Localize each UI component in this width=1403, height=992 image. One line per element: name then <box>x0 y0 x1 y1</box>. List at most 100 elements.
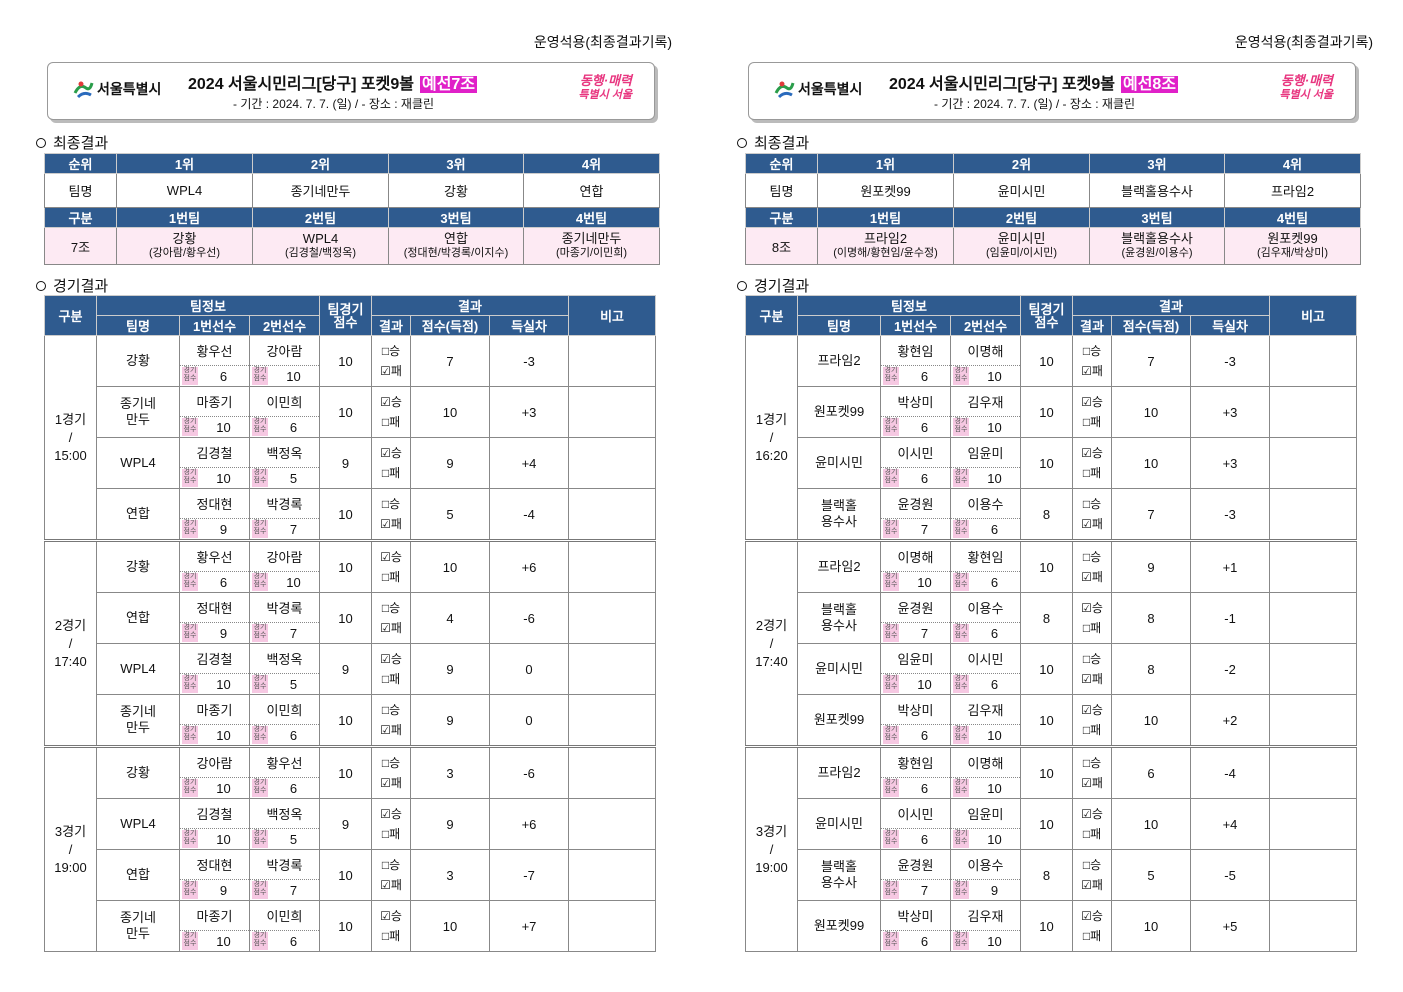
player-cell: 박상미 경기 점수 6 <box>880 694 951 747</box>
win-box: ☑승 <box>380 395 402 409</box>
diff: -5 <box>1189 849 1271 901</box>
score-tag: 경기 점수 <box>883 830 899 848</box>
remark <box>568 335 657 387</box>
header-cell: 4위 <box>523 153 660 174</box>
game-row: 3경기 / 19:00 프라임2 황현임 경기 점수 6 이명해 경기 점수 10 10 □승 ☑패… <box>745 745 1358 952</box>
player-points: 6 <box>920 419 929 435</box>
win-box: ☑승 <box>380 446 402 460</box>
player-cell: 황현임 경기 점수 6 <box>880 335 951 387</box>
header-cell: 비고 <box>1269 295 1358 336</box>
remark <box>1269 745 1358 799</box>
player-score: 경기 점수 5 <box>250 467 319 488</box>
diff: -4 <box>1189 745 1271 799</box>
title-text: 2024 서울시민리그[당구] 포켓9볼 <box>889 76 1115 93</box>
player-points: 5 <box>289 831 298 847</box>
loss-box: ☑패 <box>380 723 402 737</box>
player-points: 6 <box>920 727 929 743</box>
player: 이시민 경기 점수 6 <box>951 644 1020 694</box>
player-name: 황현임 <box>967 550 1004 565</box>
section-heading: 경기결과 <box>36 275 108 296</box>
win-box: ☑승 <box>1081 395 1103 409</box>
header-cell: 1위 <box>116 153 253 174</box>
player-score: 경기 점수 9 <box>180 879 249 900</box>
player-score: 경기 점수 7 <box>250 622 319 643</box>
note: 운영석용(최종결과기록) <box>1234 34 1373 50</box>
player: 김경철 경기 점수 10 <box>180 438 249 488</box>
remark <box>1269 849 1358 901</box>
player-score: 경기 점수 5 <box>250 673 319 694</box>
player-score: 경기 점수 10 <box>180 673 249 694</box>
player: 황현임 경기 점수 6 <box>951 542 1020 592</box>
player: 김우재 경기 점수 10 <box>951 901 1020 951</box>
player: 마종기 경기 점수 10 <box>180 901 249 951</box>
win-box: ☑승 <box>1081 601 1103 615</box>
team-name: 프라임2 <box>863 231 908 246</box>
game-row: WPL4 김경철 경기 점수 10 백정옥 경기 점수 5 9 ☑승 □패 9 +6 <box>45 798 657 850</box>
player-score: 경기 점수 7 <box>250 518 319 539</box>
team-score: 8 <box>1020 592 1073 644</box>
round-cell: 2경기 / 17:40 <box>745 539 798 747</box>
player-points: 9 <box>219 521 228 537</box>
player-points: 10 <box>216 831 231 847</box>
team-row: 8조 프라임2 (이명해/황현임/윤수정) 윤미시민 (임윤미/이시민) 블랙홀용수사 (윤… <box>745 227 1361 265</box>
panel: 운영석용(최종결과기록) 서울특별시 2024 서울시민리그[당구] 포켓9볼 예선7… <box>36 0 672 992</box>
result: ☑승 □패 <box>1072 900 1112 952</box>
player-cell: 박경록 경기 점수 7 <box>249 488 320 541</box>
score-tag: 경기 점수 <box>252 779 268 797</box>
game-row: 원포켓99 박상미 경기 점수 6 김우재 경기 점수 10 10 ☑승 □패 10 +2 <box>746 694 1358 747</box>
player-name: 백정옥 <box>266 807 303 822</box>
player-name: 김경철 <box>196 652 233 667</box>
match-header: 구분 팀정보 팀경기 점수 결과 비고 <box>745 295 1358 336</box>
header-cell: 점수(득점) <box>410 315 490 336</box>
score: 9 <box>1111 539 1191 593</box>
remark <box>1269 643 1358 695</box>
team-name: 연합 <box>96 592 180 644</box>
game-row: 블랙홀 용수사 윤경원 경기 점수 7 이용수 경기 점수 6 8 ☑승 □패 8 -1 <box>746 592 1358 644</box>
rank-row: 팀명 원포켓99 윤미시민 블랙홀용수사 프라임2 <box>745 173 1361 208</box>
team-cell: 윤미시민 (임윤미/이시민) <box>953 227 1090 265</box>
game-row: 원포켓99 박상미 경기 점수 6 김우재 경기 점수 10 10 ☑승 □패 10 +3 <box>746 386 1358 438</box>
player-score: 경기 점수 6 <box>881 828 950 849</box>
score: 3 <box>410 849 490 901</box>
result: ☑승 □패 <box>371 643 411 695</box>
player: 이민희 경기 점수 6 <box>250 695 319 745</box>
team-name: 블랙홀 용수사 <box>797 488 881 541</box>
diff: +2 <box>1189 694 1271 747</box>
slogan: 동행·매력 특별시 서울 <box>1279 73 1333 103</box>
score-tag: 경기 점수 <box>252 881 268 899</box>
loss-box: □패 <box>381 827 401 841</box>
loss-box: ☑패 <box>1081 364 1103 378</box>
player-name: 황현임 <box>897 344 934 359</box>
player-name: 임윤미 <box>967 446 1004 461</box>
score: 10 <box>410 539 490 593</box>
player-points: 6 <box>289 727 298 743</box>
player-name: 마종기 <box>196 703 233 718</box>
win-box: ☑승 <box>380 550 402 564</box>
win-box: ☑승 <box>1081 807 1103 821</box>
player-cell: 박상미 경기 점수 6 <box>880 900 951 952</box>
player-score: 경기 점수 7 <box>881 622 950 643</box>
player-points: 6 <box>920 470 929 486</box>
header-cell: 3위 <box>1089 153 1225 174</box>
header-cell: 1번팀 <box>817 207 954 228</box>
player: 강아람 경기 점수 10 <box>250 542 319 592</box>
score-tag: 경기 점수 <box>252 830 268 848</box>
score: 6 <box>1111 745 1191 799</box>
player-name: 이시민 <box>967 652 1004 667</box>
header-cell: 1번선수 <box>179 315 250 336</box>
team-name: 강황 <box>172 231 197 246</box>
score-tag: 경기 점수 <box>252 675 268 693</box>
remark <box>1269 592 1358 644</box>
score-tag: 경기 점수 <box>953 675 969 693</box>
player: 박상미 경기 점수 6 <box>881 695 950 745</box>
player-cell: 강아람 경기 점수 10 <box>179 745 250 799</box>
diff: -1 <box>1189 592 1271 644</box>
player-name: 박경록 <box>266 858 303 873</box>
player-name: 황우선 <box>266 756 303 771</box>
team-score: 10 <box>319 488 372 541</box>
team-members: (정대현/박경록/이지수) <box>403 247 509 259</box>
team-name: 종기네 만두 <box>96 694 180 747</box>
player-cell: 이용수 경기 점수 6 <box>950 592 1021 644</box>
diff: -6 <box>488 745 570 799</box>
